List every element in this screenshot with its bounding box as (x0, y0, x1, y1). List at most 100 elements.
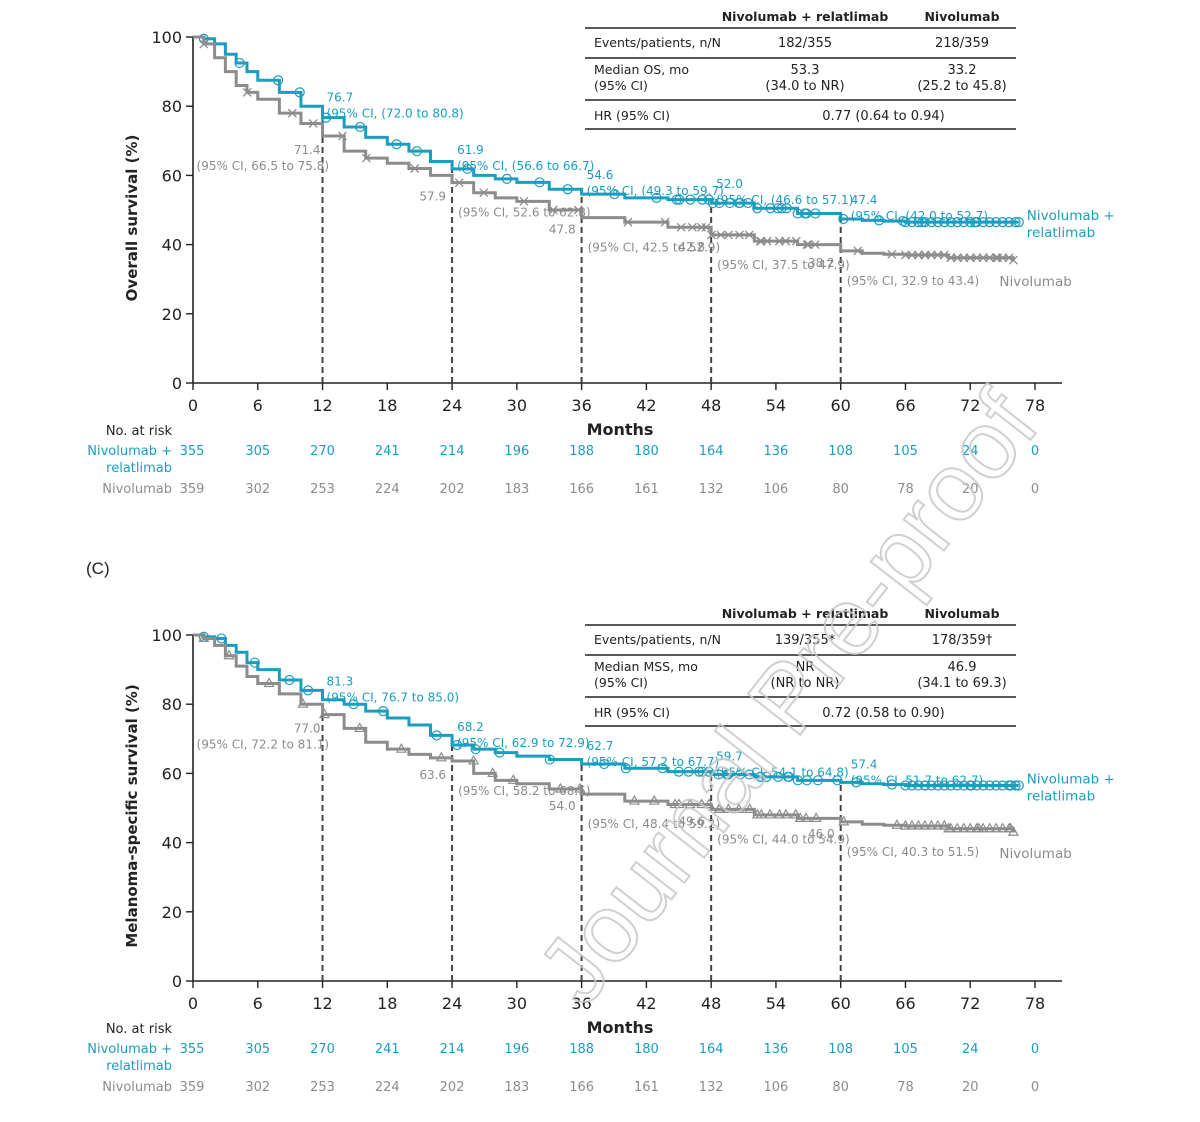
censor-mark (873, 215, 885, 226)
censor-mark (744, 230, 754, 240)
censor-mark (562, 184, 573, 195)
table-row-label: Events/patients, n/N (594, 35, 721, 50)
censor-mark (939, 250, 949, 260)
censor-mark (684, 798, 696, 809)
censor-mark (272, 75, 284, 86)
nr-landmark-ci: (95% CI, (49.3 to 59.7) (587, 184, 724, 198)
censor-mark (932, 819, 944, 830)
censor-mark (651, 192, 662, 203)
nr-landmark-value: 68.2 (457, 720, 484, 734)
at-risk-value: 305 (245, 1042, 270, 1057)
series-nivolumab-relatlimab: Nivolumab +relatlimab (193, 33, 1115, 241)
censor-mark (906, 819, 918, 830)
censor-mark (724, 197, 735, 209)
censor-mark (609, 188, 620, 200)
censor-mark (263, 677, 275, 688)
censor-mark (697, 222, 706, 232)
censor-mark (321, 112, 332, 123)
at-risk-value: 359 (180, 482, 205, 497)
censor-mark (1013, 780, 1024, 791)
censor-mark (926, 250, 936, 260)
table-cell: 178/359† (932, 633, 993, 648)
y-tick-label: 20 (162, 903, 182, 922)
censor-mark (1010, 217, 1021, 228)
censor-mark (772, 771, 784, 782)
censor-mark (703, 194, 714, 205)
nr-landmark-value: 52.0 (716, 177, 743, 191)
censor-mark (985, 253, 995, 263)
n-landmark-value: 54.0 (549, 799, 576, 813)
at-risk-title: No. at risk (106, 1022, 173, 1037)
nr-landmark-value: 54.6 (587, 168, 614, 182)
at-risk-value: 202 (440, 482, 465, 497)
y-tick-label: 40 (162, 834, 182, 853)
at-risk-value: 80 (832, 1080, 849, 1095)
nr-landmark-ci: (95% CI, 51.7 to 62.7) (851, 773, 984, 787)
censor-mark (907, 250, 917, 260)
y-tick-label: 100 (151, 626, 182, 645)
censor-mark (548, 205, 558, 215)
censor-mark (657, 763, 668, 774)
censor-mark (900, 780, 911, 791)
table-row-label: (95% CI) (594, 675, 648, 690)
table-cell: 139/355* (775, 633, 836, 648)
censor-mark (832, 775, 843, 786)
censor-mark (958, 822, 970, 833)
censor-mark (919, 780, 930, 791)
censor-mark (648, 794, 660, 805)
at-risk-value: 270 (310, 444, 335, 459)
x-tick-label: 36 (571, 994, 591, 1013)
censor-mark (851, 777, 862, 788)
km-panel-2: 0 20 40 60 80 100 0 6 12 18 24 30 36 42 48 54 60 66 72 78 Mo… (87, 606, 1115, 1095)
censor-mark (978, 253, 988, 263)
n-landmark-ci: (95% CI, 48.4 to 59.2) (588, 817, 721, 831)
censor-mark (932, 217, 943, 228)
at-risk-value: 183 (504, 1080, 529, 1095)
censor-mark (932, 780, 943, 791)
n-landmark-ci: (95% CI, 52.6 to 62.8) (458, 206, 591, 220)
n-landmark-value: 47.8 (549, 223, 576, 237)
censor-mark (945, 780, 956, 791)
censor-mark (926, 780, 937, 791)
nr-landmark-value: 76.7 (327, 91, 354, 105)
at-risk-value: 302 (245, 482, 270, 497)
x-tick-label: 72 (960, 396, 980, 415)
censor-mark (494, 747, 505, 758)
at-risk-value: 355 (180, 444, 205, 459)
censor-mark (544, 754, 555, 765)
censor-mark (1013, 217, 1024, 228)
table-cell: 182/355 (778, 36, 832, 51)
censor-mark (791, 236, 801, 246)
at-risk-row-label: Nivolumab (102, 482, 172, 497)
censor-mark (977, 822, 989, 833)
censor-mark (308, 119, 318, 128)
x-tick-label: 30 (507, 396, 527, 415)
censor-mark (781, 203, 792, 214)
table-cell: 46.9 (948, 660, 977, 675)
censor-mark (318, 708, 330, 719)
table-row-label: Median OS, mo (594, 62, 689, 77)
censor-mark (838, 815, 850, 826)
censor-mark (901, 250, 910, 260)
censor-mark (810, 812, 822, 822)
nr-landmark-value: 61.9 (457, 143, 484, 157)
censor-mark (790, 808, 802, 819)
at-risk-value: 161 (634, 1080, 659, 1095)
censor-mark (912, 819, 924, 830)
series-end-label: Nivolumab (999, 274, 1071, 290)
n-landmark-value: 49.6 (678, 814, 705, 828)
survival-curve (193, 633, 1015, 833)
y-tick-label: 80 (162, 695, 182, 714)
at-risk-value: 132 (699, 482, 724, 497)
censor-mark (687, 222, 697, 232)
censor-mark (933, 250, 943, 260)
n-landmark-ci: (95% CI, 32.9 to 43.4) (847, 274, 980, 288)
censor-mark (1003, 217, 1015, 228)
censor-mark (990, 822, 1002, 833)
censor-mark (724, 230, 733, 240)
censor-mark (673, 766, 684, 777)
censor-mark (812, 775, 824, 786)
censor-mark (395, 742, 407, 753)
censor-mark (945, 822, 957, 833)
y-tick-label: 60 (162, 764, 182, 783)
